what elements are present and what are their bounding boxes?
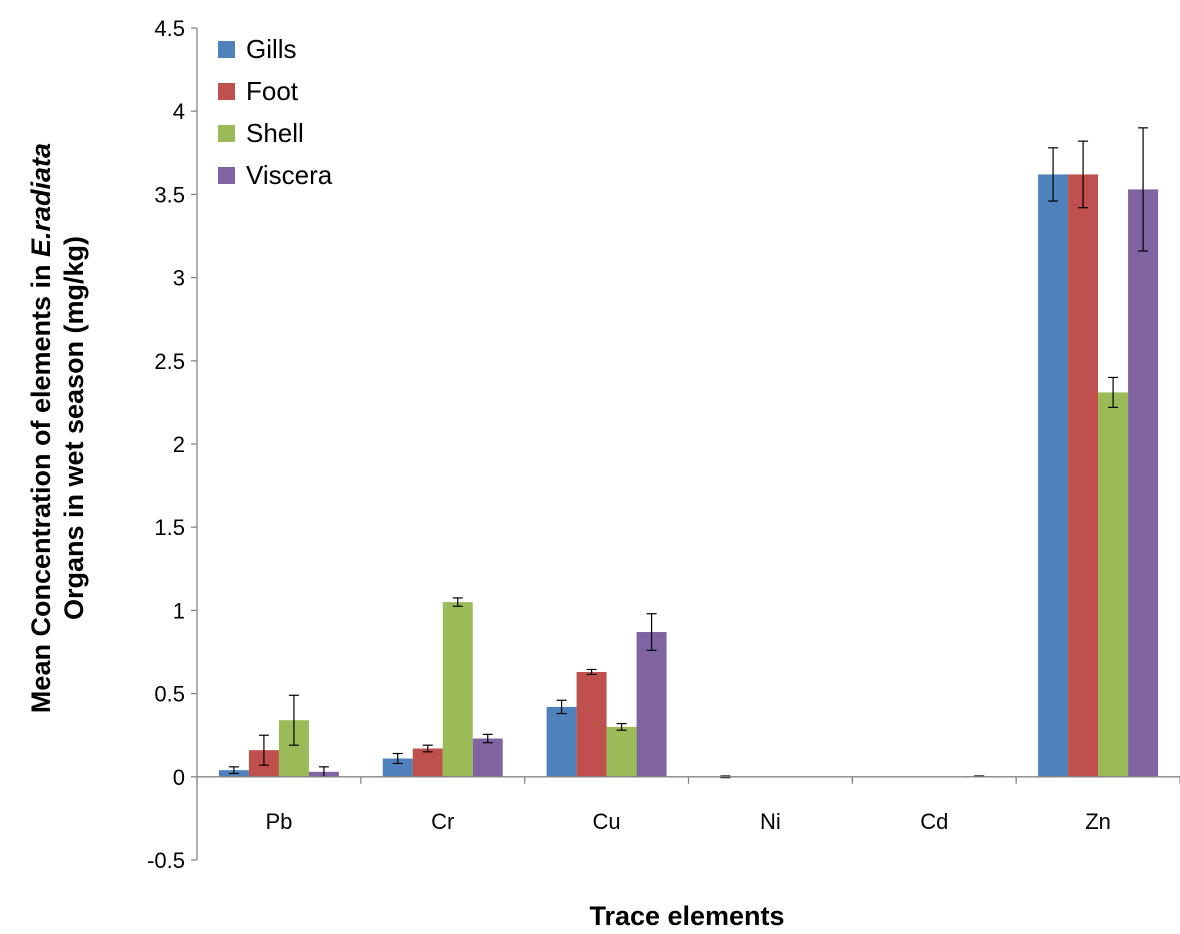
error-bar	[1048, 147, 1059, 202]
y-tick-label: 0.5	[154, 682, 185, 707]
legend-label: Gills	[246, 34, 297, 64]
y-tick-label: -0.5	[147, 848, 185, 873]
error-bar	[228, 766, 239, 775]
y-tick-label: 1.5	[154, 515, 185, 540]
category-label: Ni	[760, 809, 781, 834]
error-bar	[1108, 376, 1119, 408]
bar	[472, 738, 503, 777]
x-axis-ticks	[196, 776, 1180, 784]
error-bar	[646, 613, 657, 651]
legend-swatch	[218, 167, 235, 184]
category-label: Pb	[265, 809, 292, 834]
error-bar	[288, 694, 299, 746]
y-tick-label: 0	[173, 765, 185, 790]
error-bar	[482, 733, 493, 744]
category-label: Cr	[431, 809, 454, 834]
legend-swatch	[218, 125, 235, 142]
y-tick-label: 2	[173, 432, 185, 457]
bar	[576, 671, 607, 777]
y-tick-label: 4.5	[154, 16, 185, 41]
error-bar	[586, 668, 597, 676]
error-bars	[228, 127, 1149, 779]
legend-label: Shell	[246, 118, 304, 148]
bar	[546, 706, 577, 777]
y-tick-label: 2.5	[154, 349, 185, 374]
bar	[442, 602, 473, 777]
error-bar	[1138, 127, 1149, 252]
y-axis-ticks: -0.5 0 0.5 1 1.5 2 2.5 3 3.5 4 4.5	[147, 16, 197, 873]
y-tick-label: 1	[173, 598, 185, 623]
category-label: Zn	[1085, 809, 1111, 834]
legend-label: Foot	[246, 76, 299, 106]
legend-label: Viscera	[246, 160, 333, 190]
legend-swatch	[218, 41, 235, 58]
x-axis-title: Trace elements	[589, 901, 784, 931]
error-bar	[616, 722, 627, 731]
bar	[1038, 174, 1069, 777]
y-tick-label: 3.5	[154, 182, 185, 207]
bar	[1098, 392, 1129, 777]
error-bar	[392, 752, 403, 765]
bar	[1068, 174, 1099, 777]
y-tick-label: 4	[173, 99, 185, 124]
legend-swatch	[218, 83, 235, 100]
bar	[382, 758, 413, 777]
legend: Gills Foot Shell Viscera	[218, 34, 333, 190]
bar	[412, 748, 443, 777]
error-bar	[452, 597, 463, 607]
error-bar	[556, 699, 567, 715]
error-bar	[258, 734, 269, 766]
error-bar	[422, 744, 433, 753]
y-axis-title-line2: Organs in wet season (mg/kg)	[59, 236, 89, 620]
bar	[636, 632, 667, 777]
category-label: Cu	[593, 809, 621, 834]
y-axis-title-line1: Mean Concentration of elements in E.radi…	[26, 143, 56, 713]
error-bar	[1078, 140, 1089, 209]
category-label: Cd	[920, 809, 948, 834]
y-tick-label: 3	[173, 266, 185, 291]
category-labels: Pb Cr Cu Ni Cd Zn	[265, 809, 1110, 834]
bar	[1128, 189, 1159, 777]
bars	[218, 174, 1159, 777]
bar	[606, 726, 637, 777]
